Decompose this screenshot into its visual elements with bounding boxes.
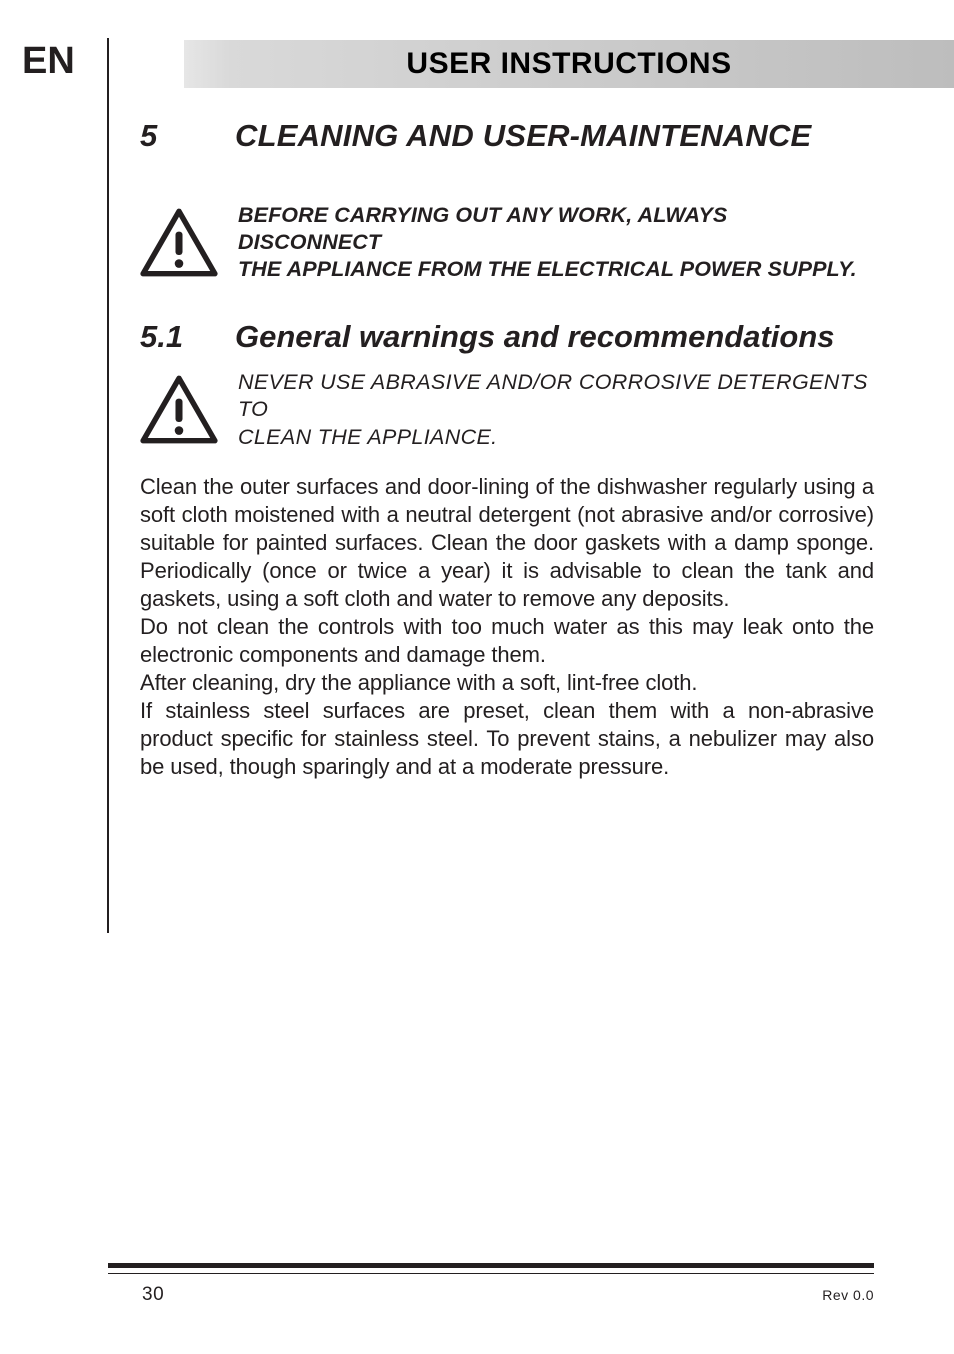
warning-callout-main: BEFORE CARRYING OUT ANY WORK, ALWAYS DIS… [140, 202, 874, 283]
warning-callout-main-text: BEFORE CARRYING OUT ANY WORK, ALWAYS DIS… [238, 202, 874, 283]
warning-callout-sub-text: NEVER USE ABRASIVE AND/OR CORROSIVE DETE… [238, 369, 874, 452]
footer-rule-thick [108, 1263, 874, 1268]
callout-sub-line1: NEVER USE ABRASIVE AND/OR CORROSIVE DETE… [238, 370, 868, 422]
body-paragraph-3: After cleaning, dry the appliance with a… [140, 670, 697, 695]
subsection-title: 5.1General warnings and recommendations [140, 319, 874, 355]
spacer [140, 355, 874, 369]
header-title: USER INSTRUCTIONS [110, 47, 954, 81]
content-area: 5CLEANING AND USER-MAINTENANCE BEFORE CA… [140, 118, 874, 780]
body-paragraph-2: Do not clean the controls with too much … [140, 614, 874, 667]
revision-label: Rev 0.0 [822, 1287, 874, 1303]
header-bar: USER INSTRUCTIONS [110, 40, 954, 88]
callout-main-line1: BEFORE CARRYING OUT ANY WORK, ALWAYS DIS… [238, 203, 727, 254]
language-label: EN [0, 40, 100, 80]
callout-main-line2: THE APPLIANCE FROM THE ELECTRICAL POWER … [238, 257, 857, 281]
warning-triangle-icon [140, 375, 220, 444]
section-heading-text: CLEANING AND USER-MAINTENANCE [235, 118, 811, 153]
spacer [140, 154, 874, 202]
spacer [140, 283, 874, 319]
footer-row: 30 Rev 0.0 [108, 1284, 874, 1306]
vertical-divider [107, 38, 109, 933]
body-paragraphs: Clean the outer surfaces and door-lining… [140, 473, 874, 780]
section-number: 5 [140, 118, 235, 154]
footer-rule-thin [108, 1273, 874, 1274]
warning-triangle-icon [140, 208, 220, 277]
page-number: 30 [108, 1284, 164, 1306]
header-row: EN USER INSTRUCTIONS [0, 40, 954, 80]
body-paragraph-1: Clean the outer surfaces and door-lining… [140, 474, 874, 611]
page: EN USER INSTRUCTIONS 5CLEANING AND USER-… [0, 0, 954, 1354]
subsection-number: 5.1 [140, 319, 235, 355]
section-title: 5CLEANING AND USER-MAINTENANCE [140, 118, 874, 154]
warning-callout-sub: NEVER USE ABRASIVE AND/OR CORROSIVE DETE… [140, 369, 874, 452]
spacer [140, 451, 874, 473]
body-paragraph-4: If stainless steel surfaces are preset, … [140, 698, 874, 779]
footer: 30 Rev 0.0 [108, 1263, 874, 1306]
callout-sub-line2: CLEAN THE APPLIANCE. [238, 425, 498, 449]
subsection-heading-text: General warnings and recommendations [235, 319, 835, 354]
